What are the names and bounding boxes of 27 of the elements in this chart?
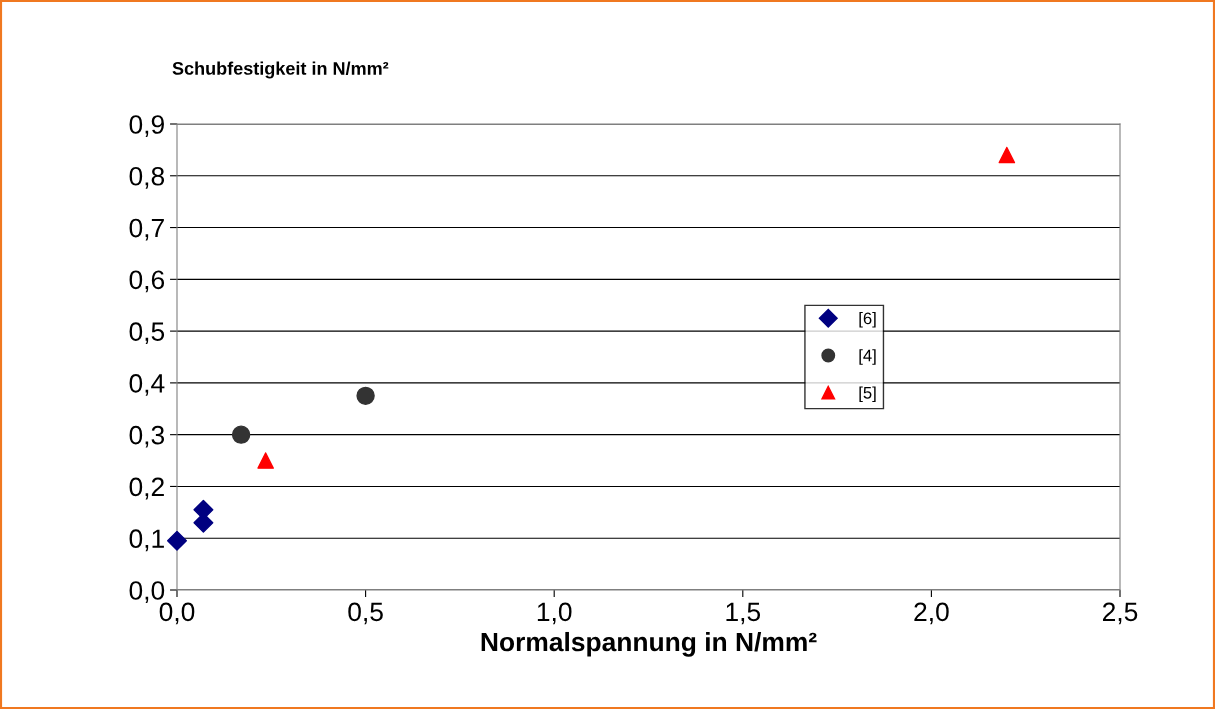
legend-label: [4] <box>859 349 876 365</box>
y-tick-label: 0,3 <box>129 425 165 448</box>
y-tick-label: 0,7 <box>129 218 164 241</box>
y-tick-label: 0,4 <box>129 374 165 396</box>
y-tick-label: 0,2 <box>129 477 164 500</box>
x-tick-label: 1,0 <box>537 602 572 625</box>
y-tick-label: 0,9 <box>129 115 164 137</box>
x-tick-label: 2,5 <box>1102 602 1138 625</box>
x-tick-label: 1,5 <box>726 602 761 625</box>
point <box>257 452 274 469</box>
point <box>356 386 375 406</box>
point <box>193 499 214 520</box>
x-axis-title: Normalspannung in N/mm² <box>481 631 817 657</box>
x-tick-label: 0,5 <box>348 602 383 625</box>
y-tick-label: 0,6 <box>129 270 165 293</box>
point <box>231 425 251 444</box>
y-tick-label: 0,1 <box>129 529 164 552</box>
point <box>166 530 188 551</box>
y-tick-label: 0,5 <box>129 322 165 345</box>
x-tick-label: 0,0 <box>159 602 195 625</box>
y-tick-label: 0,0 <box>129 581 165 603</box>
x-tick-label: 2,0 <box>914 602 949 625</box>
point <box>998 146 1016 164</box>
legend-label: [6] <box>859 312 876 328</box>
y-axis-title: Schubfestigkeit in N/mm² <box>172 61 389 79</box>
legend-label: [5] <box>859 386 876 402</box>
y-tick-label: 0,8 <box>129 166 165 189</box>
